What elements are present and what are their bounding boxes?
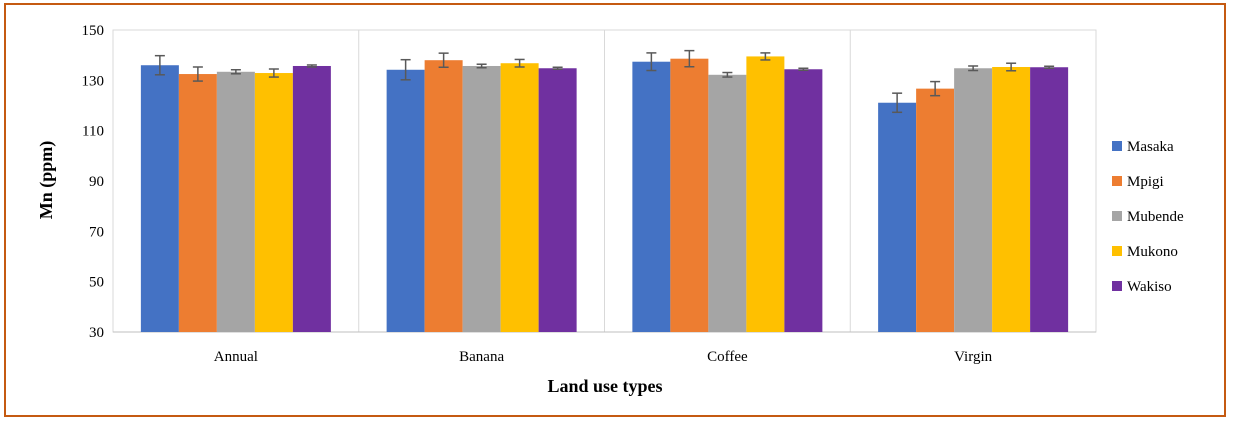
legend-label: Mukono <box>1127 244 1178 260</box>
y-tick-label: 50 <box>89 275 104 291</box>
bar <box>538 68 577 333</box>
bar <box>708 74 747 333</box>
y-tick-label: 110 <box>82 124 104 140</box>
bars <box>140 49 1069 333</box>
y-axis-ticks: 30 50 70 90 110 130 150 <box>82 23 105 341</box>
bar <box>254 73 293 332</box>
bar <box>462 65 501 332</box>
bar <box>424 60 463 332</box>
y-tick-label: 30 <box>89 325 104 341</box>
legend: Masaka Mpigi Mubende Mukono Wakiso <box>1112 139 1184 295</box>
legend-swatch <box>1112 141 1122 151</box>
x-category-label: Virgin <box>954 349 992 365</box>
legend-swatch <box>1112 176 1122 186</box>
bar <box>1030 67 1069 332</box>
y-tick-label: 90 <box>89 174 104 190</box>
x-category-label: Coffee <box>707 349 748 365</box>
x-category-label: Annual <box>214 349 258 365</box>
legend-swatch <box>1112 246 1122 256</box>
legend-label: Masaka <box>1127 139 1174 155</box>
bar <box>878 102 917 333</box>
legend-label: Mubende <box>1127 209 1184 225</box>
legend-label: Wakiso <box>1127 279 1172 295</box>
legend-swatch <box>1112 211 1122 221</box>
bar <box>954 68 993 333</box>
y-axis-title: Mn (ppm) <box>36 141 57 220</box>
legend-swatch <box>1112 281 1122 291</box>
y-tick-label: 130 <box>82 73 105 89</box>
x-axis-title: Land use types <box>547 376 662 396</box>
bar <box>670 58 709 332</box>
bar <box>632 61 671 333</box>
bar <box>178 74 217 333</box>
x-axis-categories: Annual Banana Coffee Virgin <box>214 349 993 365</box>
y-tick-label: 70 <box>89 224 104 240</box>
bar <box>746 56 785 333</box>
x-category-label: Banana <box>459 349 504 365</box>
bar <box>140 65 179 332</box>
bar <box>992 66 1031 333</box>
bar <box>216 71 255 332</box>
bar <box>916 88 955 332</box>
bar <box>292 65 331 332</box>
bar <box>500 63 539 332</box>
bar <box>784 69 823 332</box>
bar <box>386 69 425 332</box>
legend-label: Mpigi <box>1127 174 1164 190</box>
y-tick-label: 150 <box>82 23 105 39</box>
